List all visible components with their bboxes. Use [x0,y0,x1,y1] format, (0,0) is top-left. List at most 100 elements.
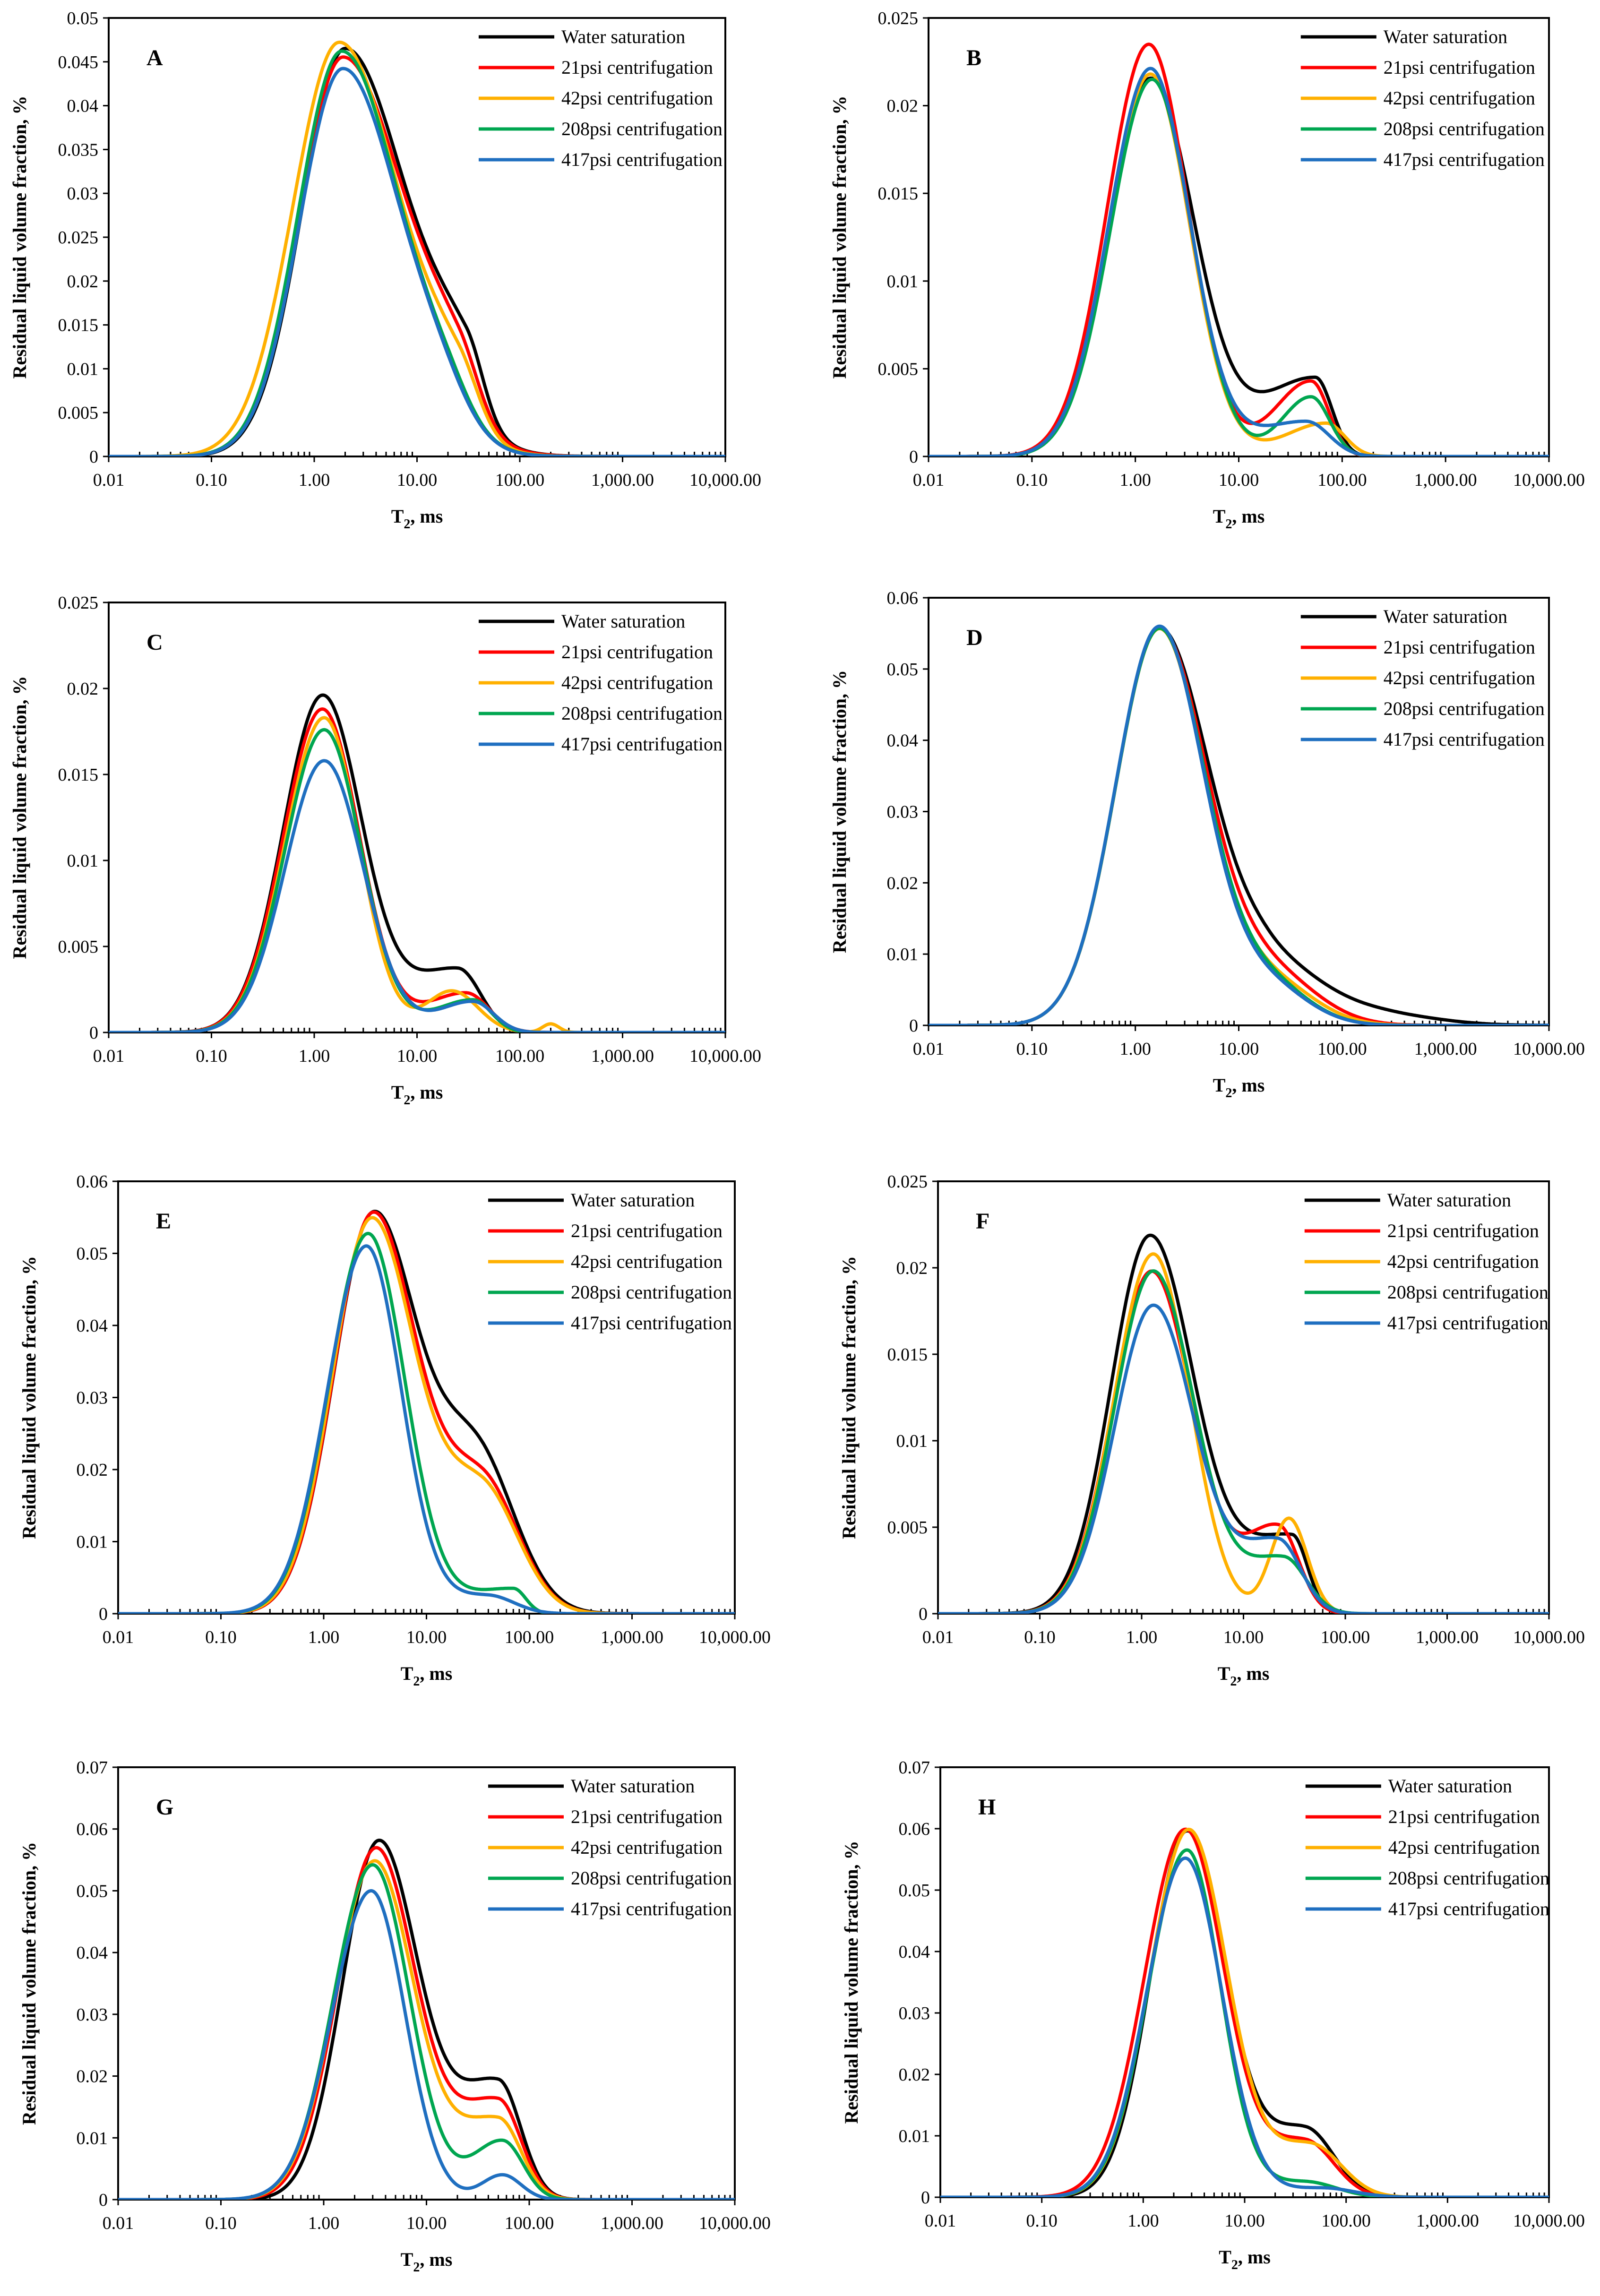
x-tick-label: 0.10 [1016,470,1048,490]
legend: Water saturation 21psi centrifugation 42ps… [1304,1189,1548,1333]
legend-label: 42psi centrifugation [571,1251,723,1272]
y-tick-label: 0.06 [77,1820,108,1840]
y-tick-label: 0.06 [887,588,919,608]
legend-label: 208psi centrifugation [1384,118,1545,139]
x-tick-label: 1,000.00 [1416,1627,1479,1647]
x-tick-label: 100.00 [1321,1627,1370,1647]
x-tick-label: 0.10 [1026,2211,1058,2231]
legend-label: 208psi centrifugation [571,1867,732,1889]
legend-label: Water saturation [1384,26,1507,47]
legend: Water saturation 21psi centrifugation 42ps… [479,611,723,755]
legend-label: Water saturation [571,1189,695,1211]
x-tick-label: 1,000.00 [591,470,654,490]
y-tick-label: 0.02 [67,272,99,292]
x-tick-label: 1.00 [1126,1627,1158,1647]
x-tick-label: 1,000.00 [601,1627,663,1647]
y-tick-label: 0.005 [58,937,99,957]
legend-label: 417psi centrifugation [561,149,723,170]
y-tick-label: 0.015 [58,316,99,335]
series-line-4 [929,67,1549,456]
legend-label: Water saturation [1384,606,1507,627]
y-tick-label: 0.03 [77,2005,108,2025]
chart-panel-A: 0 0.005 0.01 0.015 0.02 0.025 0.03 0.035 0.04 0.0… [9,9,761,532]
x-tick-label: 0.10 [205,2213,237,2233]
x-tick-label: 0.10 [1016,1039,1048,1059]
legend-label: 417psi centrifugation [1388,1898,1549,1919]
y-tick-label: 0.03 [887,802,919,822]
chart-panel-F: 0 0.005 0.01 0.015 0.02 0.025 0.01 0.10 1.00 10.0… [838,1172,1585,1689]
y-tick-label: 0.06 [899,1819,930,1839]
legend: Water saturation 21psi centrifugation 42ps… [1305,1775,1549,1919]
y-axis-label: Residual liquid volume fraction, % [841,1841,862,2124]
legend: Water saturation 21psi centrifugation 42ps… [1300,606,1545,750]
x-tick-label: 10,000.00 [689,470,761,490]
plot-frame [108,17,726,457]
plot-frame [928,17,1550,457]
x-axis-label: T2, ms [1219,2246,1271,2272]
x-tick-label: 10.00 [406,2213,447,2233]
x-tick-label: 10,000.00 [1513,470,1585,490]
x-tick-label: 10.00 [406,1627,447,1647]
y-tick-label: 0.05 [887,660,919,679]
y-tick-label: 0.05 [67,9,99,28]
legend-label: Water saturation [571,1775,695,1797]
series-group [118,1839,735,2200]
series-group [109,40,725,456]
legend-label: 21psi centrifugation [1388,1806,1540,1827]
legend-label: 42psi centrifugation [571,1837,723,1858]
legend-label: 21psi centrifugation [1387,1220,1539,1241]
x-tick-label: 10,000.00 [1513,1627,1585,1647]
x-axis-label: T2, ms [401,1663,453,1689]
y-tick-label: 0.01 [899,2126,930,2146]
x-tick-label: 0.10 [1024,1627,1056,1647]
y-tick-label: 0.02 [67,679,99,699]
series-line-4 [118,1889,735,2200]
y-tick-label: 0 [89,447,98,467]
y-tick-label: 0.03 [899,2004,930,2023]
y-tick-label: 0 [99,2190,108,2210]
y-tick-label: 0.04 [77,1316,108,1336]
y-tick-label: 0 [919,1604,928,1624]
legend-label: 417psi centrifugation [1384,729,1545,750]
legend-label: 417psi centrifugation [1384,149,1545,170]
series-group [940,1827,1549,2197]
legend: Water saturation 21psi centrifugation 42ps… [1300,26,1545,170]
y-tick-label: 0.01 [77,1532,108,1552]
x-tick-label: 1,000.00 [591,1046,654,1066]
y-tick-label: 0.025 [878,9,919,28]
legend-label: 42psi centrifugation [1384,667,1535,688]
y-tick-label: 0.035 [58,140,99,160]
y-tick-label: 0.02 [899,2065,930,2085]
y-tick-label: 0 [909,447,918,467]
x-axis-label: T2, ms [1218,1663,1270,1689]
legend-label: 21psi centrifugation [571,1220,723,1241]
x-tick-label: 1.00 [1119,470,1151,490]
legend-label: Water saturation [1387,1189,1511,1211]
series-group [118,1210,735,1614]
chart-panel-D: 0 0.01 0.02 0.03 0.04 0.05 0.06 0.01 0.10 1.00 10.… [829,588,1585,1101]
x-tick-label: 10.00 [1223,1627,1264,1647]
x-axis-label: T2, ms [391,1082,443,1108]
series-group [929,43,1549,456]
y-tick-label: 0.01 [896,1431,928,1451]
y-tick-label: 0.025 [887,1172,928,1192]
x-tick-label: 10.00 [397,470,438,490]
y-tick-label: 0.07 [899,1758,930,1778]
legend: Water saturation 21psi centrifugation 42ps… [488,1775,732,1919]
y-tick-label: 0.005 [878,359,919,379]
x-tick-label: 0.01 [913,1039,945,1059]
y-tick-label: 0.01 [887,272,919,292]
x-tick-label: 0.01 [103,2213,134,2233]
y-tick-label: 0.015 [878,184,919,204]
y-tick-label: 0.01 [67,851,99,871]
x-tick-label: 0.10 [196,1046,227,1066]
x-axis-label: T2, ms [1213,1075,1265,1101]
chart-panel-B: 0 0.005 0.01 0.015 0.02 0.025 0.01 0.10 1.00 10.0… [829,9,1585,532]
panel-letter: C [146,630,163,655]
y-tick-label: 0.02 [77,1460,108,1480]
x-tick-label: 1.00 [308,1627,340,1647]
y-tick-label: 0.02 [896,1258,928,1278]
y-tick-label: 0.02 [887,96,919,116]
x-tick-label: 0.10 [205,1627,237,1647]
x-tick-label: 10.00 [1219,470,1259,490]
